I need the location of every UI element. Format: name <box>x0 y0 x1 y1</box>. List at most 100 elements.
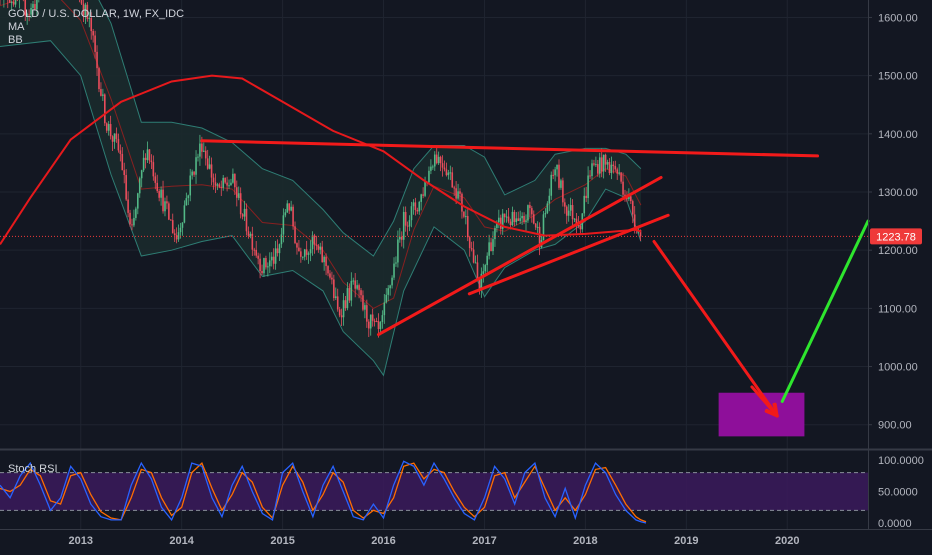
candle-up <box>496 222 498 229</box>
candle-up <box>430 166 432 171</box>
candle-down <box>375 321 378 323</box>
candle-down <box>571 205 574 220</box>
price-tick-label: 1200.00 <box>878 245 918 257</box>
candle-down <box>150 160 153 163</box>
price-tick-label: 1600.00 <box>878 12 918 24</box>
candle-down <box>119 150 122 154</box>
candle-down <box>158 191 160 198</box>
time-tick-label: 2018 <box>573 535 597 547</box>
recovery-line[interactable] <box>780 219 870 403</box>
last-price-label: 1223.78 <box>876 231 916 243</box>
candle-down <box>367 321 370 329</box>
candle-down <box>154 176 157 183</box>
candle-up <box>606 161 609 165</box>
candle-up <box>356 285 358 289</box>
candle-down <box>579 225 582 230</box>
candle-up <box>480 273 483 291</box>
candle-up <box>30 7 32 15</box>
candle-up <box>263 258 265 274</box>
candle-up <box>402 211 405 240</box>
candle-down <box>463 211 465 217</box>
candle-down <box>441 163 444 168</box>
candle-down <box>630 196 632 202</box>
trendline[interactable] <box>376 175 663 337</box>
candle-down <box>288 203 291 211</box>
candle-down <box>218 184 221 187</box>
forecast-arrow-line[interactable] <box>652 239 779 418</box>
candle-down <box>354 280 356 289</box>
candle-down <box>371 314 374 321</box>
candle-up <box>569 205 572 211</box>
candle-up <box>474 262 477 264</box>
candle-up <box>556 164 558 170</box>
candle-up <box>482 271 485 274</box>
stoch-rsi-pane <box>0 460 868 524</box>
candle-down <box>585 195 587 199</box>
annotations[interactable] <box>0 139 870 437</box>
oscillator-tick-label: 50.0000 <box>878 487 918 499</box>
candle-down <box>377 321 380 330</box>
candle-down <box>255 249 258 256</box>
trendline[interactable] <box>200 139 820 158</box>
time-tick-label: 2019 <box>674 535 698 547</box>
candle-up <box>10 1 13 3</box>
symbol-title[interactable]: GOLD / U.S. DOLLAR, 1W, FX_IDC <box>8 8 185 20</box>
candle-up <box>350 280 353 301</box>
candle-up <box>628 196 630 200</box>
candle-down <box>470 248 473 250</box>
candle-down <box>300 251 302 257</box>
candle-down <box>109 124 112 137</box>
candle-up <box>216 184 219 186</box>
candle-down <box>90 18 93 32</box>
time-tick-label: 2014 <box>169 535 194 547</box>
candle-up <box>232 173 234 183</box>
candle-up <box>319 246 322 250</box>
indicator-bb-label[interactable]: BB <box>8 34 23 46</box>
time-axis[interactable]: 2013 2014 2015 2016 2017 2018 2019 2020 <box>69 535 800 547</box>
candle-down <box>82 3 85 16</box>
candle-up <box>280 234 283 245</box>
forecast-arrow-line[interactable] <box>750 385 779 418</box>
candle-up <box>457 191 459 199</box>
candle-down <box>94 35 96 52</box>
candle-up <box>177 232 180 240</box>
candle-down <box>276 248 279 254</box>
candle-up <box>286 203 289 213</box>
trendline[interactable] <box>467 213 670 296</box>
candle-down <box>127 199 129 213</box>
candle-up <box>484 265 487 272</box>
candle-up <box>102 94 104 96</box>
candle-down <box>360 290 362 296</box>
candle-up <box>583 195 586 214</box>
candle-up <box>36 0 38 10</box>
candle-up <box>107 124 110 131</box>
candle-up <box>142 157 145 171</box>
candle-down <box>298 247 300 252</box>
candle-up <box>164 201 166 212</box>
candle-up <box>511 211 514 226</box>
oscillator-legend[interactable]: Stoch RSI <box>8 463 58 475</box>
candle-down <box>340 315 343 318</box>
oscillator-axis[interactable]: 0.0000 50.0000 100.0000 <box>878 455 924 530</box>
candle-down <box>558 164 560 188</box>
candle-up <box>199 143 201 157</box>
time-tick-label: 2016 <box>371 535 395 547</box>
candle-up <box>391 277 393 286</box>
candle-down <box>534 223 537 228</box>
candle-up <box>546 203 549 213</box>
candle-up <box>237 193 240 198</box>
candle-up <box>433 154 436 167</box>
candle-down <box>327 266 329 274</box>
price-tick-label: 1000.00 <box>878 362 918 374</box>
indicator-ma-label[interactable]: MA <box>8 21 25 33</box>
candle-down <box>466 216 469 238</box>
price-axis[interactable]: 900.00 1000.00 1100.00 1200.00 1300.00 1400.0… <box>868 12 918 432</box>
candle-down <box>131 224 133 226</box>
oscillator-tick-label: 0.0000 <box>878 518 912 530</box>
candle-down <box>105 123 108 131</box>
candle-down <box>503 213 506 218</box>
candle-up <box>560 180 562 188</box>
candle-up <box>14 0 17 5</box>
candle-down <box>12 1 15 5</box>
